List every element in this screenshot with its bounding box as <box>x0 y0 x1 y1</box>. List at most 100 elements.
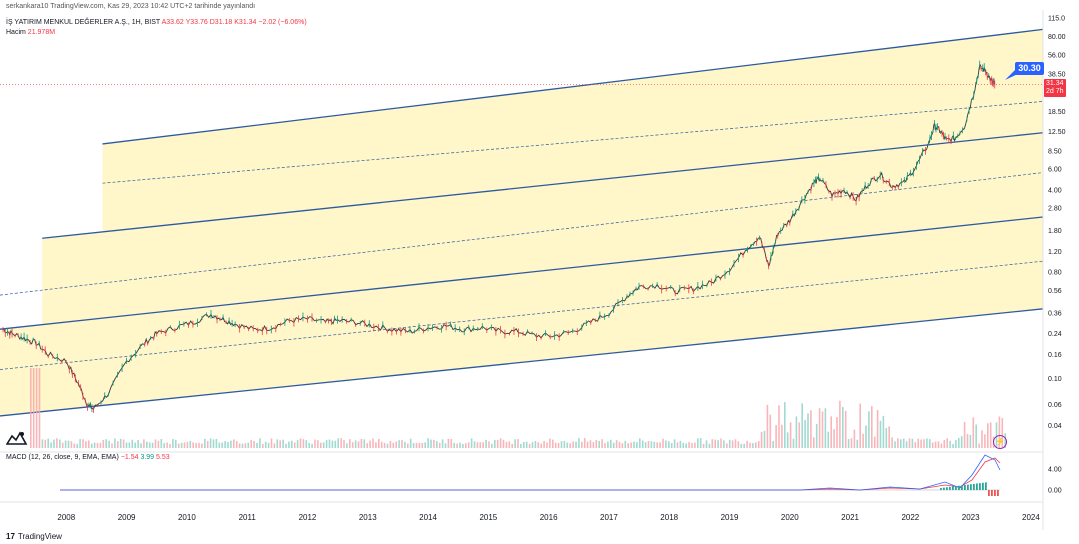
volume-bar-75 <box>247 442 250 448</box>
volume-bar-225 <box>682 442 685 448</box>
volume-bar-14 <box>70 441 73 448</box>
volume-bar-83 <box>270 438 273 448</box>
volume-bar-128 <box>401 440 403 448</box>
macd-hist-955 <box>955 486 957 490</box>
volume-bar-228 <box>691 443 693 448</box>
volume-bar-205 <box>624 440 627 448</box>
volume-bar-2 <box>35 368 38 448</box>
volume-bar-198 <box>604 443 606 448</box>
volume-bar-135 <box>421 442 424 448</box>
volume-bar-219 <box>665 440 667 448</box>
volume-bar-204 <box>621 443 624 448</box>
volume-bar-297 <box>891 437 893 448</box>
y-tick-10: 2.80 <box>1048 206 1062 213</box>
y-tick-12: 1.20 <box>1048 249 1062 256</box>
macd-hist-985 <box>985 482 987 490</box>
volume-bar-58 <box>198 442 200 448</box>
volume-bar-231 <box>699 438 702 448</box>
symbol-legend[interactable]: İŞ YATIRIM MENKUL DEĞERLER A.Ş., 1H, BIS… <box>6 19 307 26</box>
volume-bar-81 <box>264 441 267 448</box>
macd-value-hist: 5.53 <box>156 454 170 461</box>
macd-hist-946 <box>946 487 948 490</box>
volume-bar-249 <box>752 443 754 448</box>
macd-hist-997 <box>997 490 999 496</box>
x-tick-14: 2022 <box>901 513 919 522</box>
macd-line <box>60 454 1001 491</box>
volume-bar-91 <box>293 442 296 448</box>
volume-bar-196 <box>598 440 600 448</box>
volume-bar-150 <box>465 443 467 448</box>
time-axis[interactable]: 2008 2009 2010 2011 2012 2013 2014 2015 2016 2017… <box>57 513 1040 522</box>
volume-bar-211 <box>641 440 644 448</box>
lightning-icon[interactable]: ⚡ <box>993 435 1007 449</box>
volume-bar-20 <box>88 440 90 448</box>
volume-bar-55 <box>189 440 192 448</box>
volume-bar-21 <box>90 443 93 448</box>
x-tick-2: 2010 <box>178 513 196 522</box>
volume-bar-93 <box>299 438 302 448</box>
volume-bar-92 <box>296 440 299 448</box>
volume-bar-115 <box>363 439 366 448</box>
volume-bar-110 <box>349 439 351 448</box>
volume-bar-162 <box>499 438 502 448</box>
volume-bar-98 <box>314 439 316 448</box>
volume-bar-12 <box>64 440 67 448</box>
volume-bar-302 <box>905 441 908 448</box>
volume-bar-295 <box>885 428 888 448</box>
volume-bar-78 <box>256 442 258 448</box>
volume-bar-54 <box>186 441 189 448</box>
volume-bar-127 <box>398 440 400 448</box>
volume-bar-262 <box>789 422 792 448</box>
volume-bar-286 <box>859 403 861 448</box>
volume-bar-322 <box>963 421 966 448</box>
channel-fills <box>0 29 1043 416</box>
channel-line-6 <box>0 308 1044 417</box>
volume-bar-321 <box>960 436 963 448</box>
volume-bar-46 <box>163 443 165 448</box>
volume-bar-99 <box>317 440 319 448</box>
volume-bar-327 <box>978 443 980 448</box>
volume-bar-34 <box>128 442 131 448</box>
volume-bar-124 <box>389 440 392 448</box>
volume-bar-251 <box>757 440 760 448</box>
volume-bar-82 <box>267 442 270 448</box>
volume-bar-79 <box>259 438 261 448</box>
volume-bar-323 <box>966 434 969 448</box>
macd-tick-0: 4.00 <box>1048 467 1062 474</box>
volume-bar-275 <box>827 431 830 448</box>
volume-bar-287 <box>862 433 864 448</box>
macd-legend[interactable]: MACD (12, 26, close, 9, EMA, EMA) −1.54 … <box>6 454 170 461</box>
y-tick-8: 6.00 <box>1048 167 1062 174</box>
volume-bar-32 <box>122 439 125 448</box>
volume-bar-178 <box>546 442 548 448</box>
volume-bar-226 <box>685 443 687 448</box>
volume-bar-264 <box>795 416 798 448</box>
last-price-countdown: 2d 7h <box>1046 88 1064 95</box>
volume-bar-171 <box>525 441 528 448</box>
volume-bar-169 <box>520 443 522 448</box>
volume-bar-310 <box>929 439 931 448</box>
volume-bar-280 <box>842 407 844 448</box>
volume-bar-276 <box>830 416 832 448</box>
y-tick-5: 18.50 <box>1048 109 1066 116</box>
x-tick-10: 2018 <box>660 513 678 522</box>
volume-bar-272 <box>818 408 821 448</box>
volume-bar-19 <box>85 441 87 448</box>
volume-bar-317 <box>949 440 951 448</box>
volume-bar-36 <box>134 442 136 448</box>
volume-legend[interactable]: Hacim 21.978M <box>6 29 55 36</box>
macd-hist-991 <box>991 490 993 496</box>
y-tick-15: 0.36 <box>1048 310 1062 317</box>
volume-bar-210 <box>639 438 641 448</box>
volume-bar-1 <box>32 368 35 448</box>
price-callout[interactable]: 30.30 <box>1015 62 1044 75</box>
volume-bar-168 <box>517 439 519 448</box>
volume-bar-254 <box>766 404 769 448</box>
volume-bar-177 <box>543 440 545 448</box>
volume-bar-16 <box>76 443 78 448</box>
x-tick-8: 2016 <box>540 513 558 522</box>
volume-bar-203 <box>618 441 621 448</box>
volume-bar-48 <box>169 443 171 448</box>
volume-bar-268 <box>807 413 809 448</box>
